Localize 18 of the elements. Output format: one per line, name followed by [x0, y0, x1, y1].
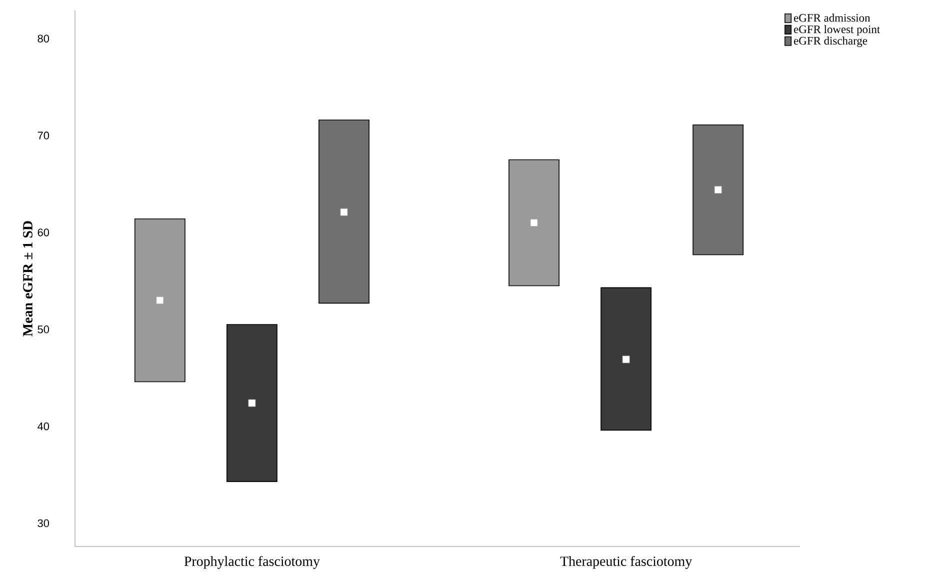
- bar: [600, 287, 652, 431]
- legend-label: eGFR lowest point: [794, 25, 880, 36]
- y-tick-label: 30: [38, 519, 50, 528]
- y-tick-label: 70: [38, 132, 50, 140]
- bar: [134, 218, 186, 382]
- bar: [318, 120, 370, 304]
- y-tick-label: 60: [38, 228, 50, 236]
- legend-label: eGFR discharge: [794, 36, 868, 47]
- x-tick-label: Therapeutic fasciotomy: [560, 556, 692, 569]
- bar: [692, 124, 744, 256]
- legend-label: eGFR admission: [794, 14, 870, 22]
- y-axis-title: Mean eGFR ± 1 SD: [23, 221, 32, 336]
- y-tick-label: 80: [38, 34, 50, 42]
- y-tick-label: 40: [38, 422, 50, 430]
- bar: [226, 324, 278, 482]
- bar: [508, 159, 560, 286]
- x-tick-label: Prophylactic fasciotomy: [184, 556, 320, 569]
- y-tick-label: 50: [38, 326, 50, 334]
